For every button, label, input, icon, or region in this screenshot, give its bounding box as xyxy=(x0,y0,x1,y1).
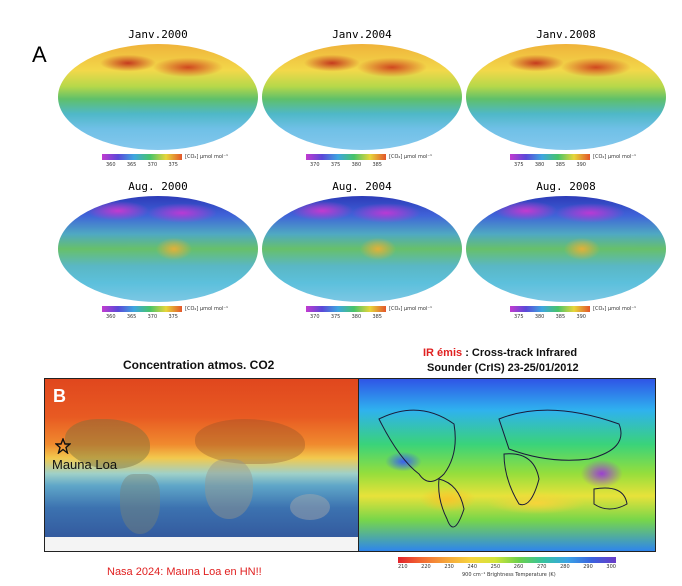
map-title: Janv.2008 xyxy=(536,28,596,41)
co2-unit-label: [CO₂] µmol mol⁻¹ xyxy=(593,154,636,160)
colorbar-tick: 370 xyxy=(147,314,158,320)
co2-colorbar-ticks: 360 365 370 375 xyxy=(106,162,178,168)
south-america-shape xyxy=(120,474,160,534)
co2-colorbar xyxy=(510,154,590,160)
co2-globe-map xyxy=(262,196,462,302)
colorbar-tick: 370 xyxy=(310,314,320,320)
colorbar-tick: 390 xyxy=(576,162,586,168)
ir-emis-label: IR émis xyxy=(423,347,463,359)
nasa-caption: Nasa 2024: Mauna Loa en HN!! xyxy=(107,566,262,578)
colorbar-tick: 390 xyxy=(576,314,586,320)
co2-unit-label: [CO₂] µmol mol⁻¹ xyxy=(389,306,432,312)
australia-shape xyxy=(290,494,330,520)
co2-unit-label: [CO₂] µmol mol⁻¹ xyxy=(389,154,432,160)
ir-tick: 250 xyxy=(490,564,501,570)
map-title: Janv.2000 xyxy=(128,28,188,41)
colorbar-tick: 375 xyxy=(168,314,178,320)
ir-colorbar-ticks: 210 220 230 240 250 260 270 280 290 300 xyxy=(398,564,616,570)
ir-title-rest: : Cross-track Infrared xyxy=(462,347,578,359)
co2-colorbar xyxy=(306,154,386,160)
colorbar-tick: 380 xyxy=(351,162,362,168)
co2-globe-map xyxy=(466,44,666,150)
ir-brightness-map xyxy=(358,378,656,552)
colorbar-tick: 385 xyxy=(555,162,566,168)
colorbar-tick: 385 xyxy=(372,162,382,168)
ir-tick: 210 xyxy=(398,564,408,570)
ir-tick: 290 xyxy=(583,564,593,570)
colorbar-tick: 375 xyxy=(514,314,524,320)
ir-title-line1: IR émis : Cross-track Infrared xyxy=(423,347,577,359)
map-title: Janv.2004 xyxy=(332,28,392,41)
colorbar-tick: 365 xyxy=(126,162,137,168)
map-title: Aug. 2000 xyxy=(128,180,188,193)
co2-globe-map xyxy=(262,44,462,150)
co2-unit-label: [CO₂] µmol mol⁻¹ xyxy=(593,306,636,312)
ir-tick: 220 xyxy=(421,564,431,570)
africa-shape xyxy=(205,459,253,519)
colorbar-tick: 380 xyxy=(534,314,545,320)
panel-b-letter: B xyxy=(53,386,66,406)
antarctica-shape xyxy=(45,537,359,551)
map-title: Aug. 2008 xyxy=(536,180,596,193)
co2-colorbar-ticks: 370 375 380 385 xyxy=(310,314,382,320)
co2-colorbar-ticks: 370 375 380 385 xyxy=(310,162,382,168)
co2-concentration-map xyxy=(44,378,360,552)
co2-unit-label: [CO₂] µmol mol⁻¹ xyxy=(185,306,228,312)
co2-map-title: Concentration atmos. CO2 xyxy=(123,358,275,372)
colorbar-tick: 385 xyxy=(372,314,382,320)
co2-globe-map xyxy=(58,44,258,150)
ir-tick: 260 xyxy=(513,564,524,570)
co2-colorbar-ticks: 360 365 370 375 xyxy=(106,314,178,320)
ir-tick: 270 xyxy=(536,564,547,570)
ir-axis-label: 900 cm⁻¹ Brightness Temperature (K) xyxy=(462,572,556,578)
colorbar-tick: 375 xyxy=(168,162,178,168)
ir-title-line2: Sounder (CrIS) 23-25/01/2012 xyxy=(427,362,579,374)
colorbar-tick: 360 xyxy=(106,162,116,168)
co2-colorbar-ticks: 375 380 385 390 xyxy=(514,162,586,168)
colorbar-tick: 380 xyxy=(534,162,545,168)
ir-tick: 300 xyxy=(606,564,616,570)
colorbar-tick: 375 xyxy=(514,162,524,168)
panel-a-letter: A xyxy=(32,42,47,67)
ir-tick: 240 xyxy=(467,564,478,570)
co2-colorbar xyxy=(306,306,386,312)
colorbar-tick: 375 xyxy=(330,162,341,168)
co2-unit-label: [CO₂] µmol mol⁻¹ xyxy=(185,154,228,160)
colorbar-tick: 385 xyxy=(555,314,566,320)
co2-globe-map xyxy=(58,196,258,302)
eurasia-shape xyxy=(195,419,305,464)
star-icon xyxy=(54,437,72,455)
ir-coastlines xyxy=(378,409,628,528)
co2-globe-map xyxy=(466,196,666,302)
co2-colorbar-ticks: 375 380 385 390 xyxy=(514,314,586,320)
mauna-loa-label: Mauna Loa xyxy=(52,457,118,472)
north-america-shape xyxy=(65,419,150,469)
co2-colorbar xyxy=(102,154,182,160)
colorbar-tick: 370 xyxy=(147,162,158,168)
ir-tick: 280 xyxy=(560,564,570,570)
colorbar-tick: 360 xyxy=(106,314,116,320)
colorbar-tick: 380 xyxy=(351,314,362,320)
co2-colorbar xyxy=(510,306,590,312)
ir-colorbar xyxy=(398,557,616,563)
map-title: Aug. 2004 xyxy=(332,180,392,193)
ir-tick: 230 xyxy=(444,564,454,570)
colorbar-tick: 370 xyxy=(310,162,320,168)
co2-colorbar xyxy=(102,306,182,312)
colorbar-tick: 365 xyxy=(126,314,137,320)
colorbar-tick: 375 xyxy=(330,314,341,320)
